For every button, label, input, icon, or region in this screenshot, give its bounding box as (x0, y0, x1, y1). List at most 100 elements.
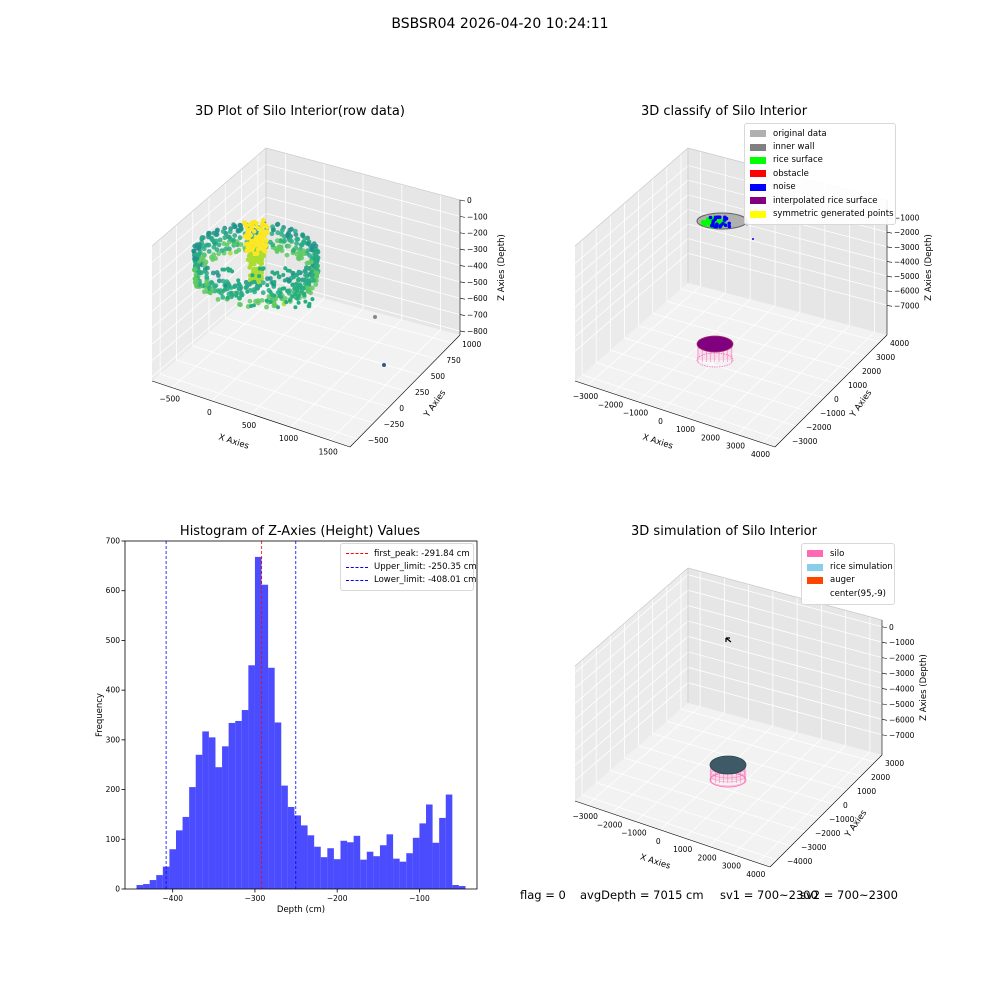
p1-point (232, 241, 237, 247)
histogram-bar (248, 665, 255, 889)
p1-point (258, 240, 264, 246)
panel3-title: Histogram of Z-Axies (Height) Values (179, 524, 421, 539)
p1-point (261, 266, 266, 271)
p4-y-tick: −4000 (787, 857, 813, 866)
p1-point (258, 283, 263, 288)
p1-point (313, 259, 318, 264)
p4-z-tickmark (881, 734, 888, 737)
p4-z-tick: −6000 (889, 715, 915, 724)
p1-y-tick: 750 (446, 356, 461, 365)
p1-point (373, 315, 377, 319)
p1-y-tick: −500 (368, 436, 389, 445)
legend-item: center(95,-9) (807, 587, 889, 600)
p1-grid-y (241, 303, 437, 360)
p4-y-tick: 1000 (857, 787, 876, 796)
p4-grid-x (733, 744, 846, 855)
p1-point (278, 290, 283, 295)
p1-point (220, 295, 226, 300)
p1-point (307, 281, 311, 286)
p1-point (294, 236, 300, 242)
p1-point (296, 300, 301, 305)
p1-point (232, 233, 238, 238)
p1-point (257, 274, 262, 279)
p1-grid-y (192, 345, 390, 408)
histogram-bar (406, 853, 413, 889)
p1-point (222, 267, 227, 272)
p1-point (310, 244, 315, 249)
p1-point (254, 220, 259, 226)
p1-point (251, 268, 256, 274)
legend-item: rice surface (750, 154, 890, 167)
p4-y-label: Y Axies (843, 808, 870, 840)
p1-point (274, 249, 280, 254)
histogram-bar (439, 817, 446, 889)
p1-y-tick: 0 (399, 404, 404, 413)
panel2-legend: original data inner wall rice surface ob… (744, 123, 896, 225)
p2-grid-y (581, 374, 783, 441)
p2-noise-point (723, 223, 728, 228)
p1-point (209, 254, 214, 260)
p1-z-tick: −700 (467, 311, 488, 320)
p1-point (291, 248, 296, 253)
figure-title: BSBSR04 2026-04-20 10:24:11 (391, 16, 609, 32)
p1-point (228, 236, 234, 242)
p1-point (208, 290, 213, 296)
p2-z-tick: −3000 (894, 243, 920, 252)
histogram-bar (274, 722, 282, 889)
p1-point (210, 270, 216, 276)
p4-x-tick: 2000 (698, 853, 717, 862)
p1-point (259, 233, 265, 238)
p1-point (314, 263, 319, 269)
p4-x-tick: 4000 (746, 870, 765, 879)
p1-point (271, 227, 276, 233)
p1-grid-y (208, 331, 406, 392)
p1-point (286, 243, 292, 249)
legend-swatch (750, 143, 766, 151)
histogram-bar (222, 746, 229, 889)
p2-noise-point (727, 221, 731, 226)
p1-z-tickmark (459, 199, 466, 202)
p4-grid-x (611, 712, 725, 814)
p2-z-tick: −1000 (894, 214, 920, 223)
p1-z-tick: −300 (467, 245, 488, 254)
x-tick-label: −300 (245, 894, 266, 903)
legend-swatch (750, 210, 766, 218)
p4-x-tick: 0 (656, 837, 661, 846)
p1-point (199, 270, 204, 276)
p1-point (284, 252, 290, 258)
y-tick-label: 200 (106, 785, 121, 794)
y-axis-label: Frequency (95, 693, 105, 737)
p1-point (206, 230, 212, 236)
histogram-bar (393, 858, 400, 889)
p1-point (269, 231, 275, 237)
p1-point (226, 281, 231, 286)
p1-point (296, 269, 301, 274)
p4-grid-x (708, 738, 822, 847)
p1-point (265, 283, 270, 288)
p1-point (303, 281, 308, 287)
p1-point (281, 273, 286, 277)
p2-noise-point (752, 238, 754, 240)
p1-point (193, 282, 199, 288)
histogram-bar (268, 667, 275, 889)
p1-point (245, 228, 251, 234)
p1-point (382, 363, 386, 367)
legend-item: inner wall (750, 140, 890, 153)
p2-noise-point (714, 224, 719, 229)
p1-point (194, 256, 199, 262)
histogram-bar (281, 785, 288, 889)
legend-item: auger (807, 574, 889, 587)
p1-point (256, 279, 262, 285)
p2-z-tick: −5000 (894, 272, 920, 281)
p2-grid-y (596, 362, 797, 427)
p2-grid-y (610, 349, 811, 413)
p4-z-tick: 0 (889, 623, 894, 632)
p1-point (248, 251, 253, 257)
p2-grid-y (624, 337, 825, 399)
p1-x-tick: 500 (242, 421, 257, 430)
p1-point (260, 290, 266, 296)
p1-point (282, 286, 287, 291)
p1-point (294, 251, 300, 257)
p1-point (250, 273, 255, 278)
